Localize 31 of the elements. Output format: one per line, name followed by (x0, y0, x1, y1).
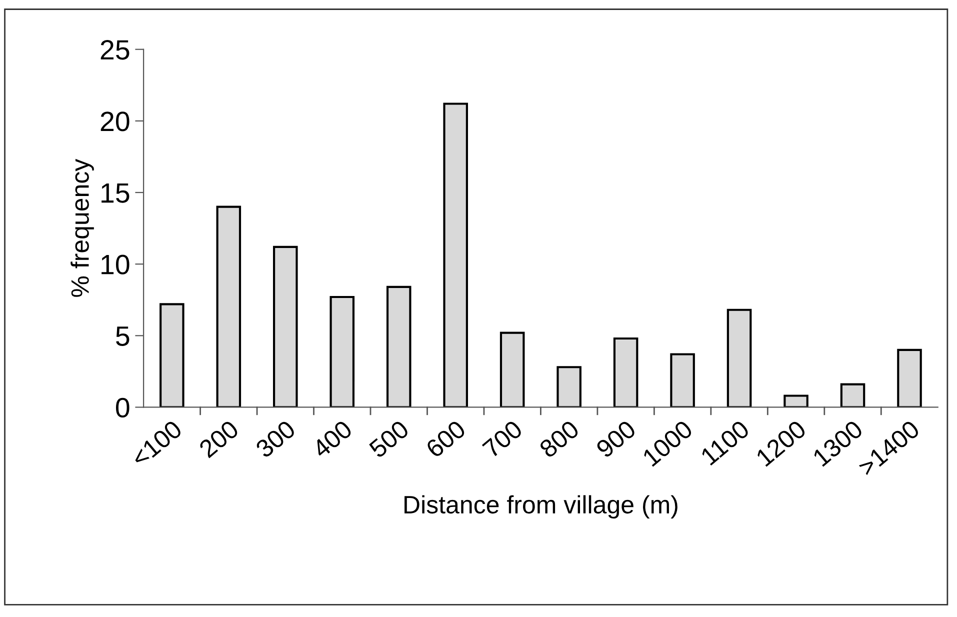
x-tick-label: 200 (198, 419, 240, 458)
bar (840, 383, 866, 408)
x-tick-label: 600 (425, 419, 467, 458)
y-tick-label: 20 (100, 112, 130, 132)
bar (216, 206, 242, 408)
y-tick-label: 10 (102, 254, 130, 274)
bar (330, 296, 355, 408)
bar (613, 337, 638, 408)
x-tick-label: 800 (538, 419, 580, 459)
y-tick-label: 5 (116, 326, 130, 346)
y-tick-label: 0 (116, 398, 130, 418)
bar (386, 286, 412, 408)
bar (726, 308, 752, 408)
x-tick-label: <100 (130, 419, 183, 468)
x-axis-title: Distance from village (m) (404, 495, 678, 519)
y-tick-label: 25 (100, 40, 130, 60)
y-axis-title: % frequency (70, 158, 94, 297)
x-tick-label: 900 (595, 419, 637, 458)
bar (784, 394, 808, 408)
bar (273, 246, 298, 408)
bar (160, 303, 184, 408)
x-tick-label: 500 (368, 419, 410, 459)
y-tick-label: 15 (102, 183, 130, 203)
bar (897, 348, 922, 408)
bar (556, 366, 582, 408)
bar (443, 102, 468, 408)
x-tick-label: 300 (254, 419, 296, 459)
bar (670, 353, 695, 408)
x-tick-label: 700 (482, 419, 524, 458)
bar (500, 332, 525, 408)
x-tick-label: 400 (311, 419, 354, 459)
